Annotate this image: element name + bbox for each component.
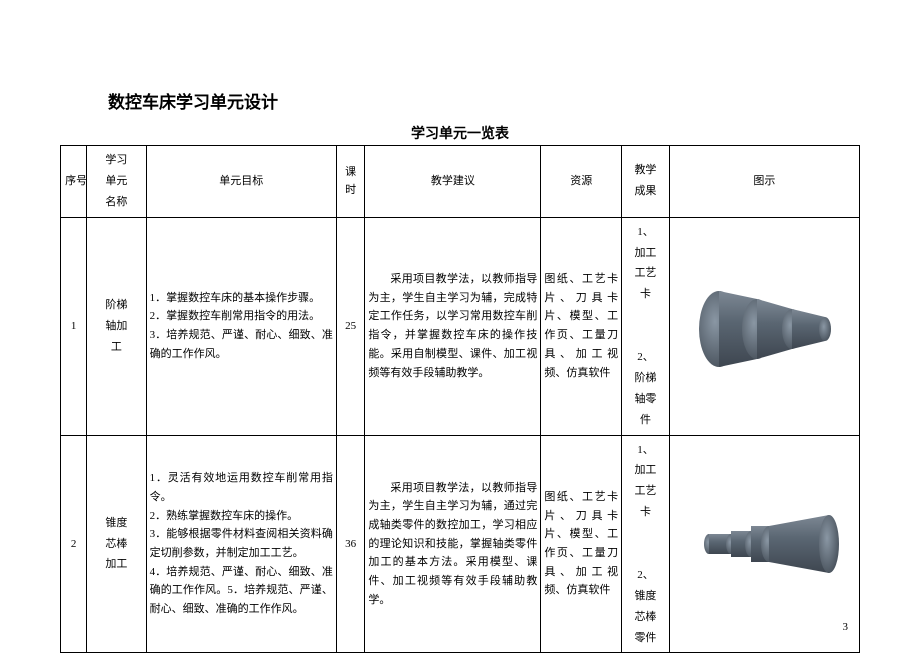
table-row: 1 阶梯轴加工 1．掌握数控车床的基本操作步骤。2．掌握数控车削常用指令的用法。… <box>61 217 860 435</box>
stepped-shaft-icon <box>689 271 839 381</box>
table-caption: 学习单元一览表 <box>60 123 860 143</box>
cell-result: 1、加工 工艺卡2、阶梯轴零件 <box>622 217 670 435</box>
cell-hours: 25 <box>336 217 365 435</box>
page-title: 数控车床学习单元设计 <box>108 88 860 113</box>
cell-name: 阶梯轴加工 <box>87 217 146 435</box>
cell-seq: 1 <box>61 217 87 435</box>
cell-resource: 图纸、工艺卡片、刀具卡片、模型、工作页、工量刀具、加工视频、仿真软件 <box>541 217 622 435</box>
cell-suggest: 采用项目教学法，以教师指导为主，学生自主学习为辅，通过完成轴类零件的数控加工，学… <box>365 435 541 653</box>
cell-image <box>669 217 859 435</box>
cell-resource: 图纸、工艺卡片、刀具卡片、模型、工作页、工量刀具、加工视频、仿真软件 <box>541 435 622 653</box>
th-goal: 单元目标 <box>146 146 336 218</box>
th-result: 教学成果 <box>622 146 670 218</box>
cell-suggest: 采用项目教学法，以教师指导为主，学生自主学习为辅，完成特定工作任务，以学习常用数… <box>365 217 541 435</box>
th-resource: 资源 <box>541 146 622 218</box>
cell-seq: 2 <box>61 435 87 653</box>
th-name: 学习单元名称 <box>87 146 146 218</box>
unit-table: 序号 学习单元名称 单元目标 课时 教学建议 资源 教学成果 图示 1 阶梯轴加… <box>60 145 860 653</box>
cell-goal: 1．灵活有效地运用数控车削常用指令。2．熟练掌握数控车床的操作。3．能够根据零件… <box>146 435 336 653</box>
table-header-row: 序号 学习单元名称 单元目标 课时 教学建议 资源 教学成果 图示 <box>61 146 860 218</box>
cell-name: 锥度芯棒加工 <box>87 435 146 653</box>
cell-goal: 1．掌握数控车床的基本操作步骤。2．掌握数控车削常用指令的用法。3．培养规范、严… <box>146 217 336 435</box>
taper-mandrel-icon <box>689 494 839 594</box>
cell-hours: 36 <box>336 435 365 653</box>
th-suggest: 教学建议 <box>365 146 541 218</box>
th-image: 图示 <box>669 146 859 218</box>
page-number: 3 <box>843 621 849 633</box>
th-seq: 序号 <box>61 146 87 218</box>
table-row: 2 锥度芯棒加工 1．灵活有效地运用数控车削常用指令。2．熟练掌握数控车床的操作… <box>61 435 860 653</box>
th-hours: 课时 <box>336 146 365 218</box>
cell-result: 1、加工 工艺卡2、锥度芯棒零件 <box>622 435 670 653</box>
cell-image <box>669 435 859 653</box>
